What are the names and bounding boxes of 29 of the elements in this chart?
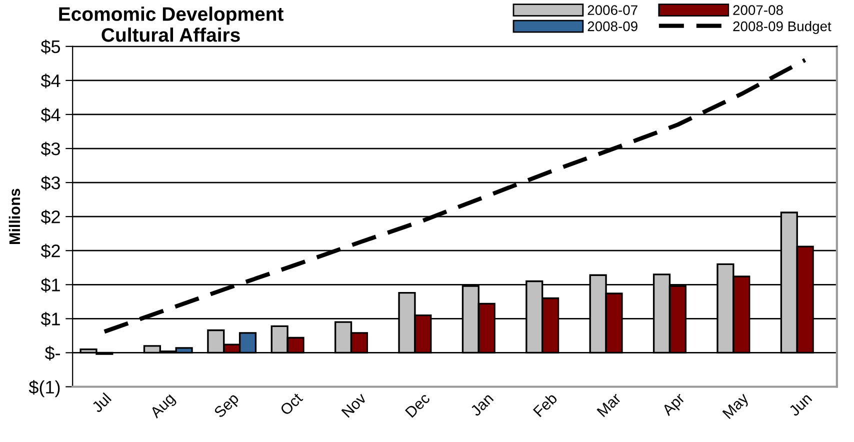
y-tick-label: $4 (40, 108, 60, 122)
y-tick-label: $2 (40, 244, 60, 258)
x-tick-label: Apr (661, 392, 688, 418)
legend-label: 2008-09 (588, 21, 638, 32)
legend-label: 2006-07 (588, 5, 638, 16)
x-tick-label: Jan (470, 392, 494, 417)
y-tick-label: $2 (40, 210, 60, 224)
x-tick-label: Nov (341, 392, 368, 418)
y-tick-label: $(1) (28, 380, 60, 398)
y-tick-label: $3 (40, 142, 60, 156)
x-tick-label: Sep (213, 392, 242, 420)
x-tick-label: Aug (149, 392, 178, 421)
y-tick-label: $5 (40, 40, 60, 54)
legend-label: 2007-08 (733, 5, 783, 16)
y-tick-label: $3 (40, 176, 60, 190)
y-tick-label: $1 (40, 278, 60, 292)
x-tick-label: Feb (532, 392, 558, 418)
x-tick-label: Mar (596, 392, 622, 418)
x-tick-label: Jun (788, 392, 812, 417)
chart-title: Ecomomic Development Cultural Affairs (59, 6, 284, 42)
x-tick-label: Jul (90, 392, 112, 414)
x-tick-label: Oct (280, 392, 304, 416)
y-tick-label: $4 (40, 74, 60, 88)
legend-label: 2008-09 Budget (733, 21, 832, 34)
y-axis-title: Millions (8, 188, 20, 244)
y-tick-label: $1 (40, 312, 60, 326)
x-tick-label: May (722, 392, 752, 422)
y-tick-label: $- (44, 346, 60, 361)
x-tick-label: Dec (404, 392, 431, 418)
